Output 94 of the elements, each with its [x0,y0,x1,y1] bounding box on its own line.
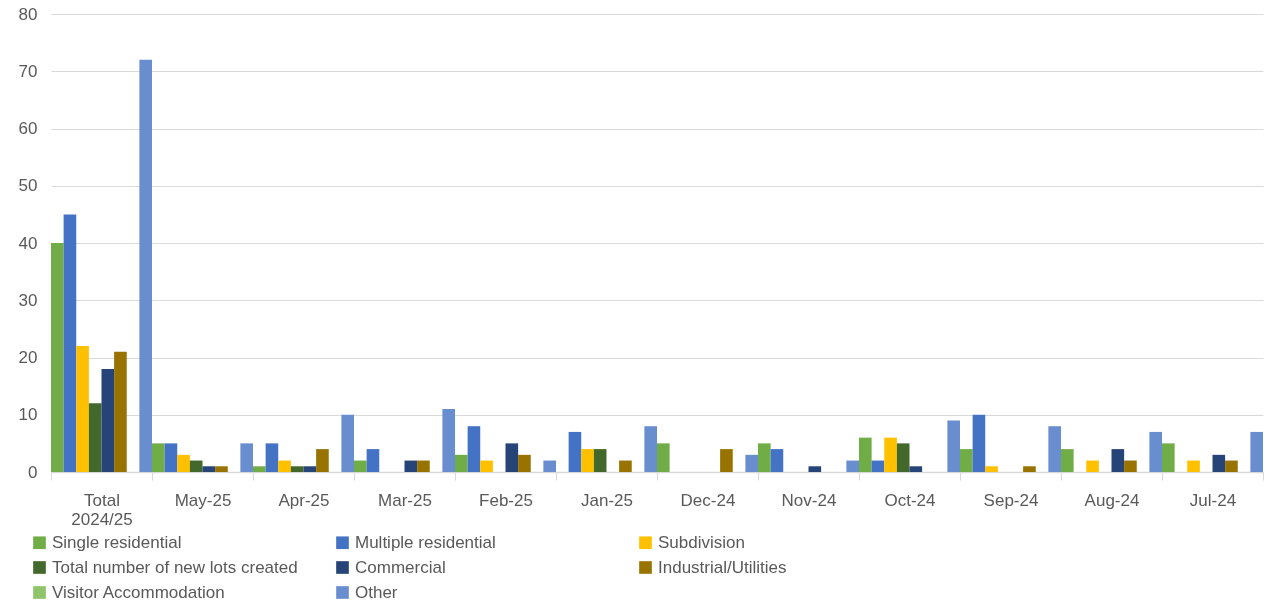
y-tick-label: 0 [28,462,38,482]
bar [442,409,455,472]
bar [164,443,178,472]
bar [1111,449,1125,472]
bar [985,466,998,472]
bar [657,443,670,472]
bar [455,454,468,472]
bar [51,243,64,472]
bar [1250,431,1263,472]
bar [581,449,594,472]
bar [63,214,77,472]
x-tick-label: Nov-24 [781,490,837,510]
bar [1187,460,1200,472]
bar [1212,454,1226,472]
legend-label: Total number of new lots created [52,557,298,577]
bar [505,443,519,472]
bar [619,460,632,472]
y-tick-label: 80 [18,4,38,24]
bar [593,449,607,472]
bar [404,460,418,472]
bar [770,449,784,472]
bar [1162,443,1175,472]
bar [1061,449,1074,472]
x-tick-label: Mar-25 [378,490,432,510]
x-tick-label: Dec-24 [680,490,736,510]
y-tick-label: 70 [18,61,38,81]
bar [290,466,304,472]
bar [354,460,367,472]
x-tick-label: Oct-24 [884,490,936,510]
x-tick-label: Aug-24 [1084,490,1140,510]
bar [139,59,152,472]
legend-label: Other [355,582,398,602]
x-tick-label: May-25 [174,490,232,510]
bar [278,460,291,472]
bar [316,449,329,472]
y-tick-label: 10 [18,405,38,425]
x-tick-label: Jul-24 [1189,490,1237,510]
bar [758,443,771,472]
bar [644,426,657,472]
bar [88,403,102,472]
bar [1124,460,1137,472]
x-tick-label: Apr-25 [278,490,330,510]
legend-label: Subdivision [658,532,745,552]
legend-label: Industrial/Utilities [658,557,787,577]
bar [1086,460,1099,472]
legend-label: Single residential [52,532,182,552]
bar [859,437,872,472]
bar [215,466,228,472]
bar [745,454,758,472]
bar [896,443,910,472]
bar [303,466,317,472]
bar [543,460,556,472]
bar [366,449,380,472]
legend-label: Visitor Accommodation [52,582,225,602]
x-tick-label: Feb-25 [479,490,533,510]
y-tick-label: 50 [18,176,38,196]
bar [480,460,493,472]
bar [341,414,354,472]
bar [972,414,986,472]
bar [152,443,165,472]
x-tick-label: Sep-24 [983,490,1039,510]
bar [240,443,253,472]
bar [1149,431,1162,472]
bar [518,454,531,472]
bar [568,431,582,472]
y-tick-label: 30 [18,290,38,310]
bar [265,443,279,472]
bar [76,346,89,472]
x-tick-label: Jan-25 [581,490,633,510]
bar [1023,466,1036,472]
bar [909,466,923,472]
bar [808,466,822,472]
bar [720,449,733,472]
bar [947,420,960,472]
bar [417,460,430,472]
y-tick-label: 40 [18,233,38,253]
legend-label: Multiple residential [355,532,496,552]
bar [846,460,859,472]
bar [114,351,127,472]
bar [871,460,885,472]
bar [884,437,897,472]
y-tick-label: 20 [18,348,38,367]
bar [1225,460,1238,472]
bar [202,466,216,472]
bar [101,368,115,472]
bar [960,449,973,472]
x-tick-label: Total 2024/25 [71,490,133,529]
bar [253,466,266,472]
bar [1048,426,1061,472]
bar [177,454,190,472]
bar [189,460,203,472]
y-tick-label: 60 [18,119,38,138]
bar [467,426,481,472]
legend-label: Commercial [355,557,446,577]
